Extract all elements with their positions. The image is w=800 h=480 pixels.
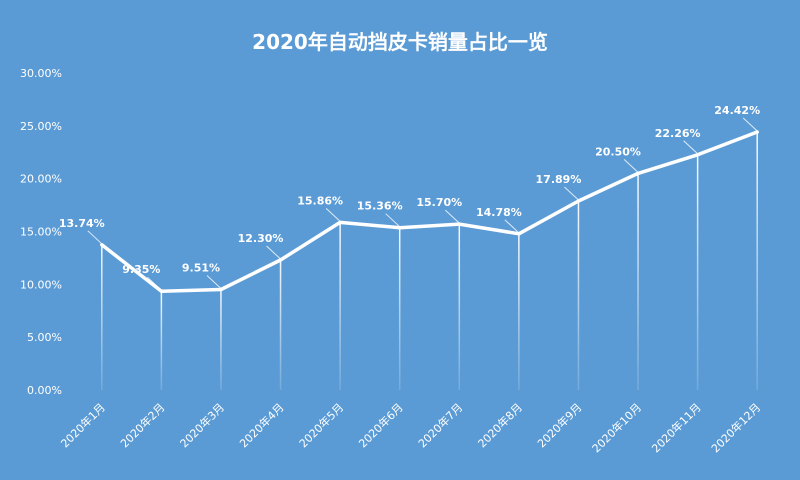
data-label: 22.26% [655, 127, 701, 140]
leader-line [147, 276, 162, 291]
x-tick-label: 2020年3月 [177, 400, 227, 450]
drop-line [458, 224, 461, 390]
leader-line [87, 230, 103, 245]
data-label: 17.89% [536, 173, 582, 186]
y-tick-label: 20.00% [20, 173, 62, 186]
y-tick-label: 0.00% [27, 384, 62, 397]
y-tick-label: 10.00% [20, 278, 62, 291]
x-axis: 2020年1月 2020年2月 2020年3月 2020年4月 2020年5月 2020年… [58, 400, 764, 455]
data-label: 9.51% [182, 262, 220, 275]
data-label: 9.35% [122, 263, 160, 276]
drop-line [160, 291, 163, 390]
leader-line [325, 208, 341, 222]
data-label: 15.36% [357, 200, 403, 213]
data-label: 13.74% [59, 217, 105, 230]
y-tick-label: 15.00% [20, 226, 62, 239]
x-tick-label: 2020年4月 [236, 400, 286, 450]
data-labels: 13.74% 9.35% 9.51% 12.30% 15.86% 15.36% 15.70%… [59, 104, 760, 276]
drop-lines [101, 131, 758, 390]
x-tick-label: 2020年7月 [415, 400, 465, 450]
x-tick-label: 2020年5月 [296, 400, 346, 450]
x-tick-label: 2020年2月 [117, 400, 167, 450]
drop-line [577, 200, 580, 390]
data-label: 14.78% [476, 206, 522, 219]
y-tick-label: 25.00% [20, 120, 62, 133]
data-label: 24.42% [714, 104, 760, 117]
leader-line [444, 209, 460, 224]
drop-line [279, 260, 282, 390]
drop-line [518, 233, 520, 390]
drop-line [696, 154, 699, 390]
x-tick-label: 2020年9月 [534, 400, 584, 450]
data-label: 12.30% [238, 232, 284, 245]
x-tick-label: 2020年10月 [589, 400, 644, 455]
y-tick-label: 30.00% [20, 67, 62, 80]
leader-line [266, 245, 281, 260]
drop-line [101, 244, 103, 390]
data-label: 15.70% [416, 196, 462, 209]
series-line [100, 130, 759, 293]
drop-line [756, 131, 758, 390]
x-tick-label: 2020年6月 [356, 400, 406, 450]
leader-line [623, 159, 639, 173]
y-axis: 0.00% 5.00% 10.00% 15.00% 20.00% 25.00% 30.00% [20, 67, 62, 397]
leader-lines [87, 117, 758, 291]
drop-line [398, 227, 401, 390]
chart-title: 2020年自动挡皮卡销量占比一览 [252, 30, 548, 54]
drop-line [220, 289, 222, 390]
leader-line [564, 186, 579, 201]
y-tick-label: 5.00% [27, 331, 62, 344]
x-tick-label: 2020年11月 [649, 400, 704, 455]
leader-line [206, 275, 222, 289]
data-label: 15.86% [297, 194, 343, 207]
series [100, 130, 759, 293]
x-tick-label: 2020年1月 [58, 400, 108, 450]
leader-line [385, 213, 401, 228]
leader-line [504, 219, 520, 234]
drop-line [637, 173, 639, 390]
drop-line [339, 222, 341, 390]
x-tick-label: 2020年12月 [708, 400, 763, 455]
x-tick-label: 2020年8月 [475, 400, 525, 450]
data-label: 20.50% [595, 145, 641, 158]
leader-line [742, 117, 758, 132]
leader-line [683, 140, 698, 155]
